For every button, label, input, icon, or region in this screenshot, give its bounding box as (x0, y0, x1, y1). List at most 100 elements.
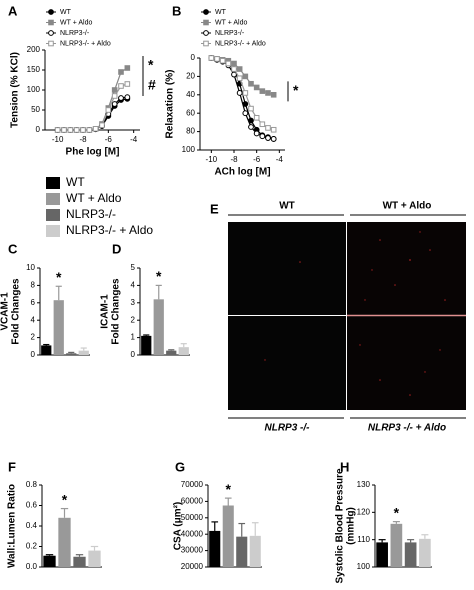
bar (178, 347, 189, 355)
legend-label: WT + Aldo (60, 19, 92, 26)
bar (66, 353, 77, 355)
y-tick-label: 6 (31, 298, 36, 307)
y-axis-label: Tension (% KCl) (10, 52, 21, 128)
panel-label: D (112, 241, 121, 256)
x-tick-label: -8 (230, 155, 238, 164)
y-tick-label: 5 (131, 263, 136, 272)
marker (236, 90, 243, 96)
marker (242, 73, 249, 80)
marker (265, 90, 271, 96)
marker (67, 127, 74, 133)
marker (231, 66, 237, 72)
y-axis-label: (mmHg) (346, 507, 357, 545)
legend-marker (48, 19, 54, 26)
marker (248, 105, 254, 112)
marker (111, 101, 118, 107)
y-tick-label: 1 (131, 333, 136, 342)
y-axis-label: Fold Changes (111, 278, 122, 345)
marker (242, 90, 249, 96)
legend-label: NLRP3-/- (60, 30, 90, 37)
legend-marker (203, 9, 209, 15)
y-axis-label: Wall:Lumen Ratio (7, 484, 18, 568)
y-tick-label: 100 (27, 85, 41, 94)
bar (209, 530, 221, 567)
y-tick-label: 110 (357, 535, 370, 544)
y-tick-label: 130 (357, 480, 371, 489)
marker (105, 107, 112, 113)
bar (141, 335, 152, 355)
marker (259, 121, 266, 128)
marker (124, 94, 131, 101)
marker (253, 115, 260, 121)
panel-label: H (340, 459, 349, 474)
legend-swatch (46, 177, 60, 189)
marker (208, 55, 215, 61)
row-label: NLRP3 -/- (265, 423, 311, 434)
y-axis-label: Fold Changes (11, 278, 22, 345)
legend-label: NLRP3-/- + Aldo (66, 223, 153, 237)
red-spots (264, 231, 446, 396)
marker (124, 65, 131, 71)
y-tick-label: 70000 (181, 480, 204, 489)
y-tick-label: 2 (31, 333, 36, 342)
marker (219, 57, 226, 64)
annotation: * (226, 481, 232, 497)
marker (92, 126, 99, 132)
x-axis-label: Phe log [M] (66, 147, 120, 158)
x-tick-label: -4 (276, 155, 284, 164)
marker (248, 80, 254, 87)
y-tick-label: 60000 (181, 497, 204, 506)
x-tick-label: -10 (52, 135, 64, 144)
micrograph (347, 222, 466, 315)
panel-label: F (8, 459, 16, 474)
y-tick-label: 4 (31, 315, 36, 324)
y-tick-label: 200 (27, 45, 41, 54)
bar (78, 350, 89, 355)
annotation: * (62, 491, 68, 507)
legend-label: WT (215, 9, 227, 16)
x-tick-label: -6 (253, 155, 261, 164)
marker (270, 136, 277, 142)
x-tick-label: -8 (79, 135, 87, 144)
marker (73, 127, 80, 133)
panel-label: C (8, 241, 18, 256)
marker (111, 87, 118, 93)
legend-label: WT (66, 175, 85, 189)
column-label: WT + Aldo (383, 201, 432, 212)
bar (390, 523, 403, 567)
panel-label: A (8, 3, 18, 18)
legend-swatch (46, 193, 60, 205)
y-tick-label: 40 (186, 90, 195, 99)
marker (124, 81, 131, 87)
marker (54, 127, 61, 133)
bar (404, 542, 417, 567)
y-tick-label: 0.2 (26, 542, 38, 551)
marker (61, 127, 67, 133)
x-tick-label: -4 (130, 135, 138, 144)
y-tick-label: 10 (26, 263, 35, 272)
legend-label: NLRP3-/- + Aldo (60, 40, 111, 47)
y-tick-label: 8 (31, 281, 36, 290)
marker (118, 83, 124, 89)
y-tick-label: 100 (357, 562, 371, 571)
bar (376, 542, 388, 567)
panel-label: E (210, 201, 219, 216)
y-tick-label: 0 (191, 53, 196, 62)
y-axis-label: ICAM-1 (100, 294, 111, 329)
bar (43, 555, 56, 567)
y-tick-label: 100 (182, 145, 196, 154)
y-tick-label: 50 (31, 105, 40, 114)
y-tick-label: 30000 (181, 546, 204, 555)
annotation: * (156, 268, 162, 284)
bar (58, 517, 71, 567)
y-tick-label: 60 (186, 108, 195, 117)
bar (249, 535, 261, 567)
x-tick-label: -6 (105, 135, 113, 144)
bar (236, 536, 248, 567)
legend-marker (203, 19, 209, 26)
bar (41, 345, 52, 355)
y-axis-label: Systolic Blood Pressure (335, 468, 346, 583)
annotation: * (148, 57, 154, 73)
marker (259, 88, 266, 94)
